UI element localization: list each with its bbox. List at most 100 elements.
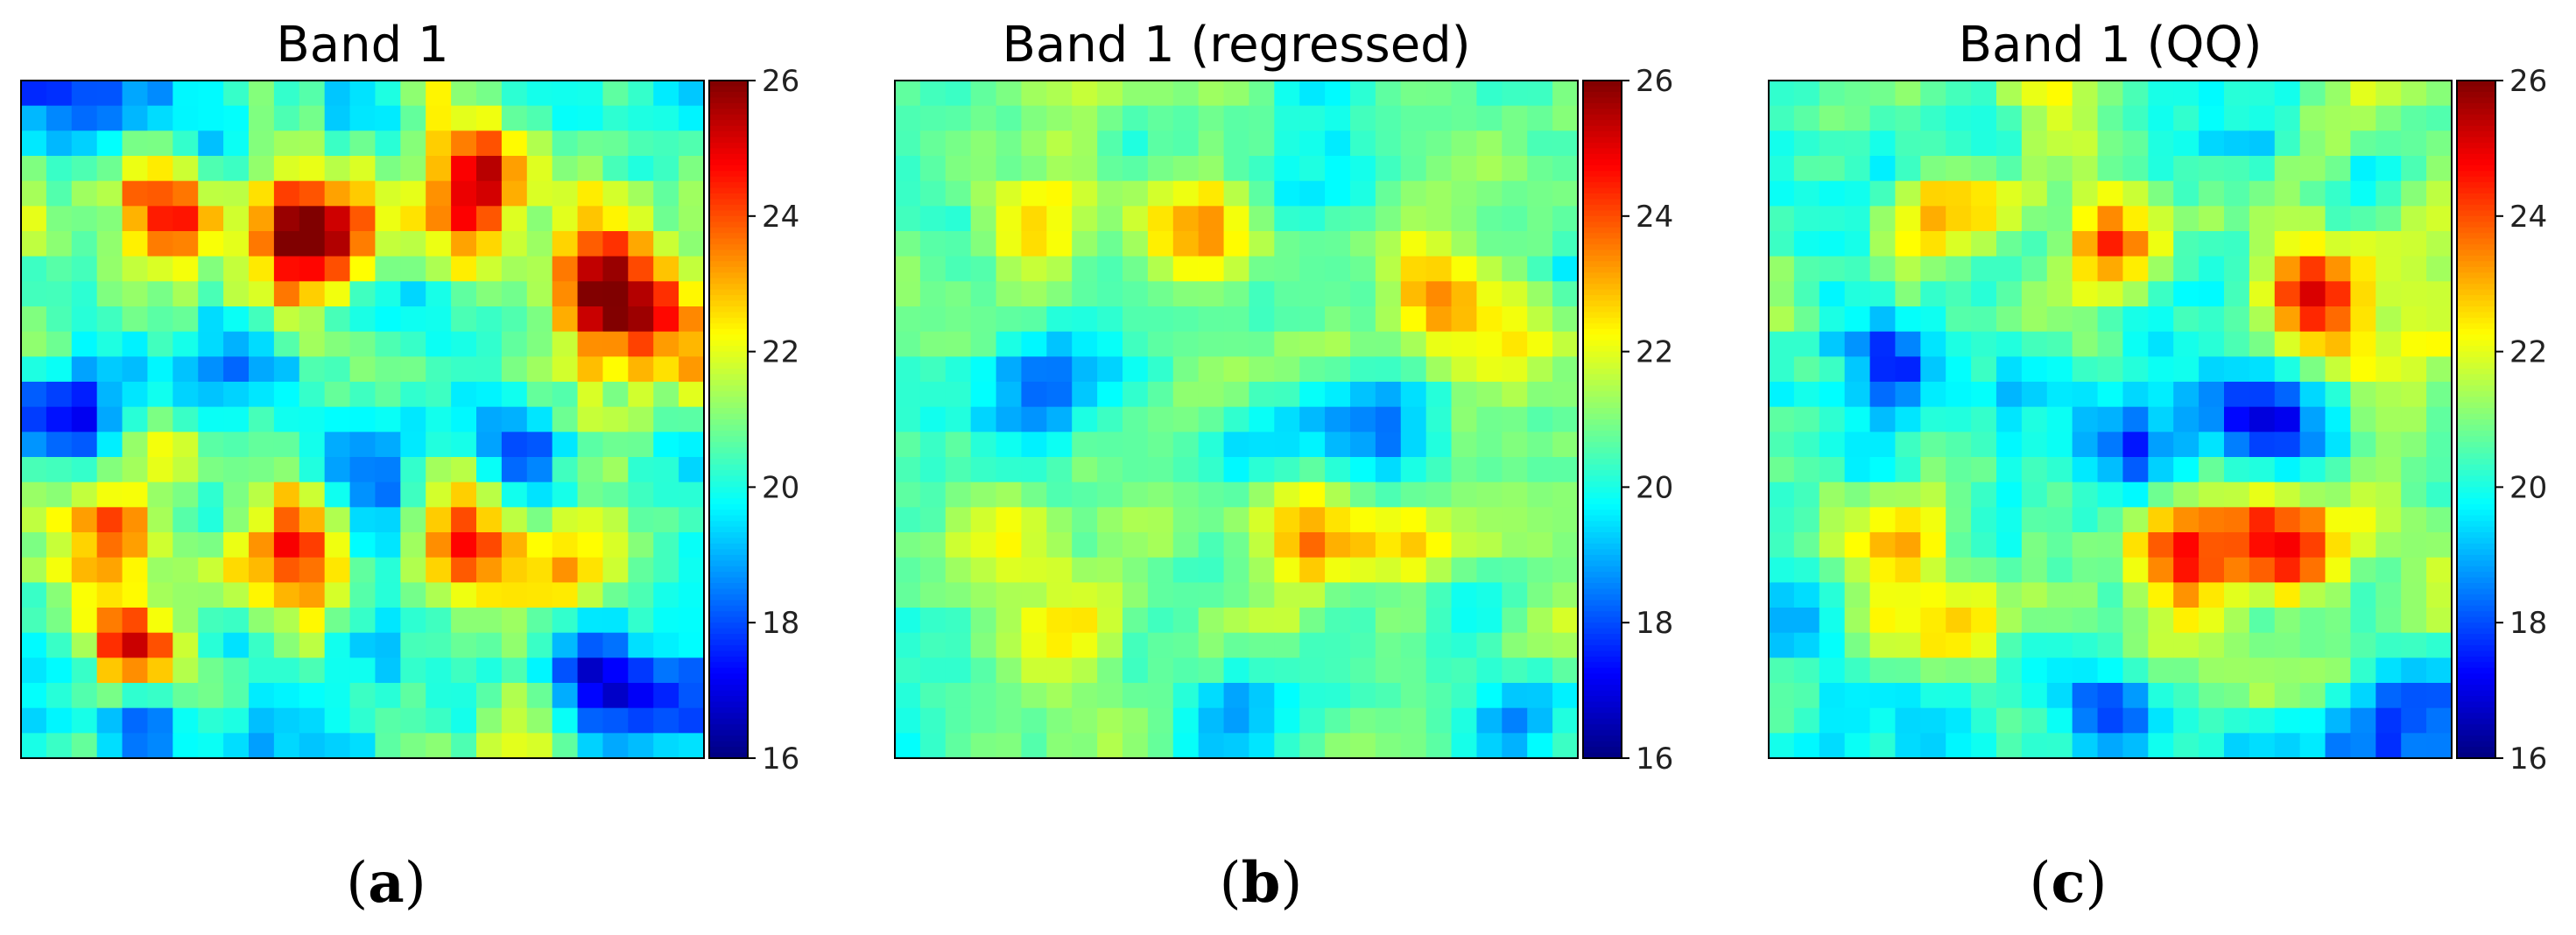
panel-a-cell (172, 306, 199, 333)
panel-b-cell (895, 156, 921, 182)
panel-b-cell (1350, 532, 1376, 559)
panel-c-cell (2224, 331, 2250, 357)
panel-c-cell (1793, 557, 1820, 583)
panel-c-cell (1819, 657, 1846, 684)
panel-c-cell (1920, 532, 1946, 559)
panel-a-cell (349, 130, 377, 157)
panel-c-cell (2426, 532, 2453, 559)
panel-a-cell (526, 632, 553, 658)
panel-a-colorbar-segment (709, 616, 748, 623)
panel-b-colorbar-tick-label: 16 (1636, 742, 1673, 777)
panel-a-cell (223, 733, 250, 759)
panel-a-cell (71, 406, 98, 432)
panel-a-cell (476, 632, 503, 658)
panel-a-cell (299, 532, 326, 559)
panel-a-cell (451, 482, 477, 508)
panel-b-cell (1072, 206, 1098, 232)
panel-c-colorbar-segment (2457, 752, 2495, 759)
panel-c-cell (1769, 256, 1795, 282)
panel-b-cell (1223, 206, 1250, 232)
panel-b-cell (1072, 707, 1098, 734)
panel-c-cell (1996, 457, 2023, 483)
panel-b-cell (970, 406, 997, 432)
panel-b-cell (1249, 156, 1275, 182)
panel-b-cell (1425, 130, 1453, 157)
panel-c-cell (1869, 683, 1897, 709)
panel-a-label-letter: a (368, 850, 404, 916)
panel-a-cell (628, 306, 654, 333)
panel-b-cell (1476, 582, 1503, 608)
panel-c-cell (2375, 356, 2402, 383)
panel-c-cell (2122, 457, 2149, 483)
panel-b-colorbar-segment (1583, 233, 1622, 240)
panel-a-cell (198, 81, 224, 107)
panel-c-cell (1920, 482, 1946, 508)
panel-c-cell (1946, 180, 1972, 207)
panel-a-cell (273, 683, 300, 709)
panel-a-cell (21, 482, 47, 508)
panel-c-cell (2122, 105, 2149, 131)
panel-a-cell (324, 382, 351, 408)
panel-c-cell (2148, 457, 2174, 483)
panel-c-cell (1895, 356, 1921, 383)
panel-c-cell (2325, 356, 2352, 383)
panel-c-cell (1996, 180, 2023, 207)
panel-a-cell (223, 557, 250, 583)
panel-b-cell (1350, 81, 1376, 107)
panel-b-cell (1249, 206, 1275, 232)
panel-a-cell (223, 457, 250, 483)
panel-b-cell (1527, 532, 1553, 559)
panel-c-cell (2299, 657, 2326, 684)
panel-a-cell (349, 231, 377, 257)
panel-c-cell (1971, 281, 1997, 307)
panel-b-cell (1476, 683, 1503, 709)
panel-b-cell (895, 81, 921, 107)
panel-c-colorbar-segment (2457, 102, 2495, 109)
panel-c-colorbar-segment (2457, 187, 2495, 194)
panel-a-cell (198, 331, 224, 357)
panel-a-cell (451, 733, 477, 759)
panel-a-colorbar-segment (709, 346, 748, 353)
panel-a-cell (628, 557, 654, 583)
panel-b-cell (1375, 231, 1402, 257)
panel-a-cell (602, 733, 629, 759)
panel-a-cell (223, 180, 250, 207)
panel-c-cell (2072, 457, 2099, 483)
panel-c-cell (2021, 608, 2048, 634)
panel-b-cell (1147, 281, 1174, 307)
panel-a-cell (451, 256, 477, 282)
panel-c-cell (2021, 180, 2048, 207)
panel-b-title: Band 1 (regressed) (1002, 17, 1470, 74)
panel-b-cell (1375, 608, 1402, 634)
panel-c-colorbar-segment (2457, 588, 2495, 595)
panel-a-colorbar-segment (709, 368, 748, 375)
panel-c-cell (2299, 105, 2326, 131)
panel-b-cell (1198, 306, 1225, 333)
panel-c-cell (2274, 206, 2301, 232)
panel-c-cell (1819, 457, 1846, 483)
panel-a-cell (451, 507, 477, 533)
panel-a-cell (526, 331, 553, 357)
panel-a-cell (324, 231, 351, 257)
panel-b-cell (919, 331, 947, 357)
panel-a-cell (653, 406, 679, 432)
panel-b-cell (1451, 733, 1478, 759)
panel-c-cell (2199, 256, 2225, 282)
panel-a-cell (349, 105, 377, 131)
panel-b-cell (1527, 331, 1553, 357)
panel-a-cell (96, 382, 123, 408)
panel-c-cell (2350, 683, 2376, 709)
panel-c-cell (2046, 331, 2073, 357)
panel-c-cell (2199, 457, 2225, 483)
panel-a-colorbar-segment (709, 436, 748, 443)
panel-c-cell (2325, 733, 2352, 759)
panel-b-cell (970, 608, 997, 634)
panel-b-cell (1123, 657, 1149, 684)
panel-a-cell (628, 683, 654, 709)
panel-a-cell (96, 557, 123, 583)
panel-a-cell (273, 130, 300, 157)
panel-b-colorbar-segment (1583, 295, 1622, 302)
panel-a-colorbar-segment (709, 498, 748, 505)
panel-a-cell (426, 156, 452, 182)
panel-a-cell (223, 356, 250, 383)
